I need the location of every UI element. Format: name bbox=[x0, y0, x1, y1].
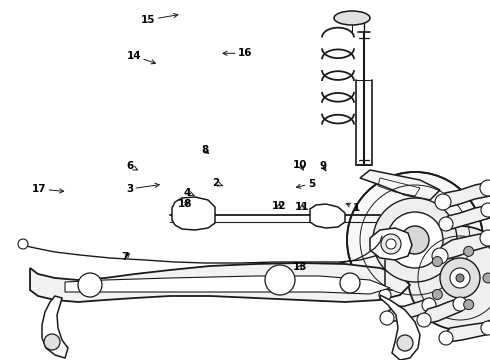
Polygon shape bbox=[438, 232, 490, 260]
Circle shape bbox=[44, 334, 60, 350]
Circle shape bbox=[439, 217, 453, 231]
Circle shape bbox=[417, 313, 431, 327]
Text: 16: 16 bbox=[223, 48, 252, 58]
Circle shape bbox=[481, 203, 490, 217]
Circle shape bbox=[381, 234, 401, 254]
Circle shape bbox=[265, 265, 295, 295]
Circle shape bbox=[379, 289, 391, 301]
Text: 3: 3 bbox=[126, 183, 159, 194]
Text: 14: 14 bbox=[126, 51, 155, 64]
Circle shape bbox=[480, 230, 490, 246]
Text: 1: 1 bbox=[346, 203, 360, 213]
Text: 10: 10 bbox=[293, 160, 308, 170]
Circle shape bbox=[435, 194, 451, 210]
Text: 4: 4 bbox=[184, 188, 194, 198]
Text: 9: 9 bbox=[319, 161, 327, 171]
Circle shape bbox=[386, 239, 396, 249]
Circle shape bbox=[401, 226, 429, 254]
Circle shape bbox=[483, 273, 490, 283]
Text: 15: 15 bbox=[141, 13, 178, 25]
Text: 7: 7 bbox=[122, 252, 129, 262]
Polygon shape bbox=[65, 276, 390, 294]
Circle shape bbox=[78, 273, 102, 297]
Polygon shape bbox=[443, 205, 490, 230]
Text: 6: 6 bbox=[126, 161, 137, 171]
Polygon shape bbox=[310, 204, 345, 228]
Text: 18: 18 bbox=[177, 199, 192, 210]
Circle shape bbox=[340, 273, 360, 293]
Circle shape bbox=[439, 331, 453, 345]
Circle shape bbox=[464, 300, 474, 310]
Circle shape bbox=[481, 321, 490, 335]
Circle shape bbox=[456, 274, 464, 282]
Circle shape bbox=[453, 297, 467, 311]
Circle shape bbox=[450, 268, 470, 288]
Ellipse shape bbox=[334, 11, 370, 25]
Text: 17: 17 bbox=[32, 184, 64, 194]
Polygon shape bbox=[440, 182, 490, 208]
Circle shape bbox=[18, 239, 28, 249]
Text: 5: 5 bbox=[296, 179, 315, 189]
Text: 12: 12 bbox=[272, 201, 287, 211]
Circle shape bbox=[432, 257, 442, 266]
Polygon shape bbox=[422, 298, 462, 324]
Polygon shape bbox=[360, 170, 440, 200]
Text: 2: 2 bbox=[212, 178, 222, 188]
Polygon shape bbox=[30, 263, 410, 302]
Polygon shape bbox=[385, 298, 430, 322]
Polygon shape bbox=[370, 228, 412, 260]
Text: 8: 8 bbox=[201, 145, 209, 156]
Circle shape bbox=[432, 248, 448, 264]
Circle shape bbox=[387, 212, 443, 268]
Text: 11: 11 bbox=[295, 202, 310, 212]
Circle shape bbox=[408, 226, 490, 330]
Text: 13: 13 bbox=[293, 262, 308, 272]
Circle shape bbox=[464, 246, 474, 256]
Circle shape bbox=[422, 298, 436, 312]
Circle shape bbox=[432, 289, 442, 300]
Polygon shape bbox=[172, 197, 215, 230]
Circle shape bbox=[440, 258, 480, 298]
Circle shape bbox=[397, 335, 413, 351]
Circle shape bbox=[373, 198, 457, 282]
Polygon shape bbox=[444, 322, 490, 342]
Circle shape bbox=[380, 311, 394, 325]
Circle shape bbox=[347, 172, 483, 308]
Polygon shape bbox=[42, 296, 68, 358]
Polygon shape bbox=[380, 295, 420, 360]
Circle shape bbox=[480, 180, 490, 196]
